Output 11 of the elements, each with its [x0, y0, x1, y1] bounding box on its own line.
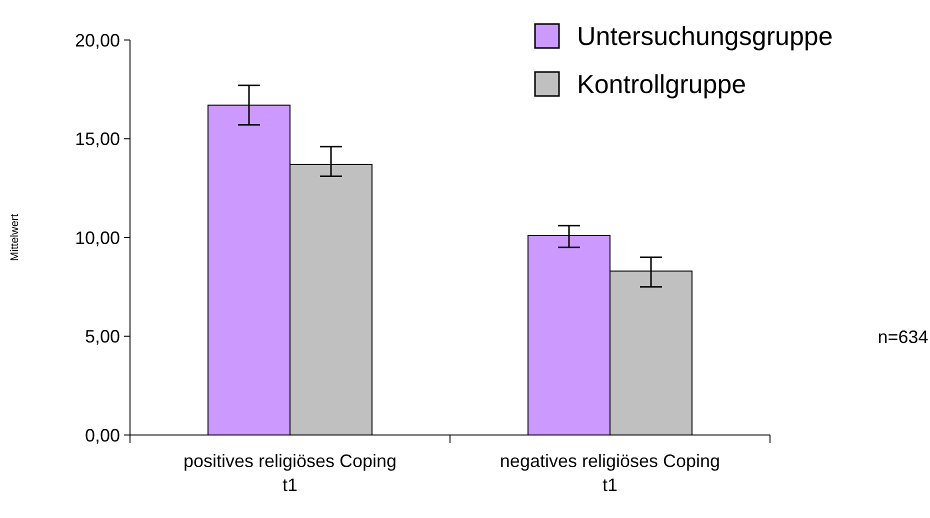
x-tick-label: positives religiöses Coping t1 [183, 451, 397, 495]
text: n=634 [878, 327, 928, 347]
y-tick-label: 10,00 [74, 228, 120, 248]
legend-label: Untersuchungsgruppe [577, 21, 833, 52]
y-axis-title: Mittelwert [9, 214, 21, 262]
y-tick-label: 20,00 [74, 30, 120, 50]
x-tick-label: negatives religiöses Coping t1 [500, 451, 720, 495]
y-tick-label: 15,00 [74, 129, 120, 150]
y-tick-label: 5,00 [84, 326, 120, 347]
legend-label: Kontrollgruppe [577, 69, 746, 100]
y-tick-label: 0,00 [84, 425, 120, 446]
